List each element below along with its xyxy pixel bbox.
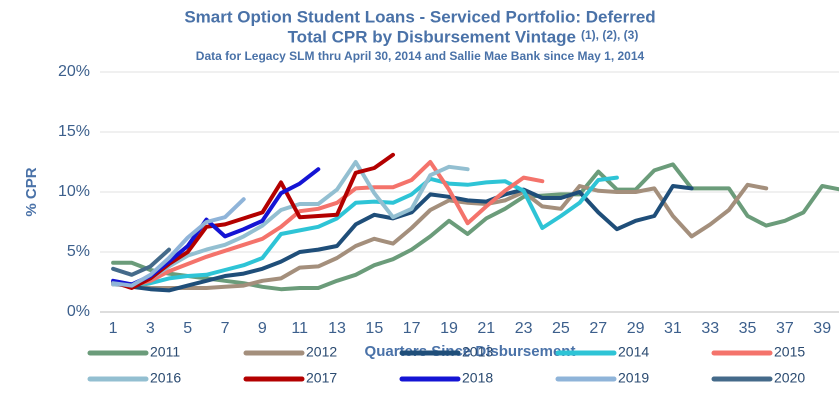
series-line bbox=[111, 162, 839, 292]
legend-label: 2017 bbox=[306, 370, 337, 386]
legend-label: 2020 bbox=[774, 370, 805, 386]
x-tick-label: 21 bbox=[477, 320, 495, 337]
legend-label: 2012 bbox=[306, 344, 337, 360]
x-tick-label: 17 bbox=[403, 320, 421, 337]
x-tick-label: 27 bbox=[589, 320, 607, 337]
x-tick-label: 39 bbox=[813, 320, 831, 337]
legend-label: 2018 bbox=[462, 370, 493, 386]
x-tick-label: 19 bbox=[440, 320, 458, 337]
y-tick-label: 20% bbox=[58, 63, 90, 80]
y-axis-label: % CPR bbox=[23, 167, 40, 216]
series-line bbox=[111, 182, 769, 290]
x-tick-label: 33 bbox=[701, 320, 719, 337]
legend-label: 2011 bbox=[150, 344, 180, 360]
chart-title: Smart Option Student Loans - Serviced Po… bbox=[184, 7, 655, 26]
y-tick-label: 5% bbox=[67, 243, 90, 260]
chart-title-line2: Total CPR by Disbursement Vintage bbox=[288, 27, 576, 46]
x-tick-label: 25 bbox=[552, 320, 570, 337]
x-tick-label: 29 bbox=[627, 320, 645, 337]
series-line bbox=[111, 197, 246, 288]
x-tick-label: 15 bbox=[365, 320, 383, 337]
x-axis-label: Quarters Since Disbursement bbox=[365, 343, 576, 360]
x-tick-label: 13 bbox=[328, 320, 346, 337]
title-note: (1), (2), (3) bbox=[581, 28, 638, 42]
legend-label: 2019 bbox=[618, 370, 649, 386]
legend-label: 2013 bbox=[462, 344, 493, 360]
x-tick-label: 37 bbox=[776, 320, 794, 337]
series-line bbox=[111, 160, 545, 288]
legend-label: 2016 bbox=[150, 370, 181, 386]
x-tick-label: 3 bbox=[146, 320, 155, 337]
y-tick-label: 15% bbox=[58, 123, 90, 140]
series-line bbox=[111, 247, 171, 277]
y-tick-label: 0% bbox=[67, 303, 90, 320]
chart-subtitle: Data for Legacy SLM thru April 30, 2014 … bbox=[196, 49, 645, 63]
legend-label: 2014 bbox=[618, 344, 649, 360]
x-tick-label: 35 bbox=[739, 320, 757, 337]
y-tick-label: 10% bbox=[58, 183, 90, 200]
x-tick-label: 9 bbox=[258, 320, 267, 337]
series-line bbox=[111, 160, 470, 288]
series-line bbox=[111, 184, 694, 293]
x-tick-label: 31 bbox=[664, 320, 682, 337]
x-tick-label: 1 bbox=[109, 320, 118, 337]
x-tick-label: 5 bbox=[183, 320, 192, 337]
x-tick-label: 7 bbox=[221, 320, 230, 337]
legend-label: 2015 bbox=[774, 344, 805, 360]
series-line bbox=[111, 175, 619, 287]
x-tick-label: 11 bbox=[291, 320, 308, 337]
x-tick-label: 23 bbox=[515, 320, 533, 337]
